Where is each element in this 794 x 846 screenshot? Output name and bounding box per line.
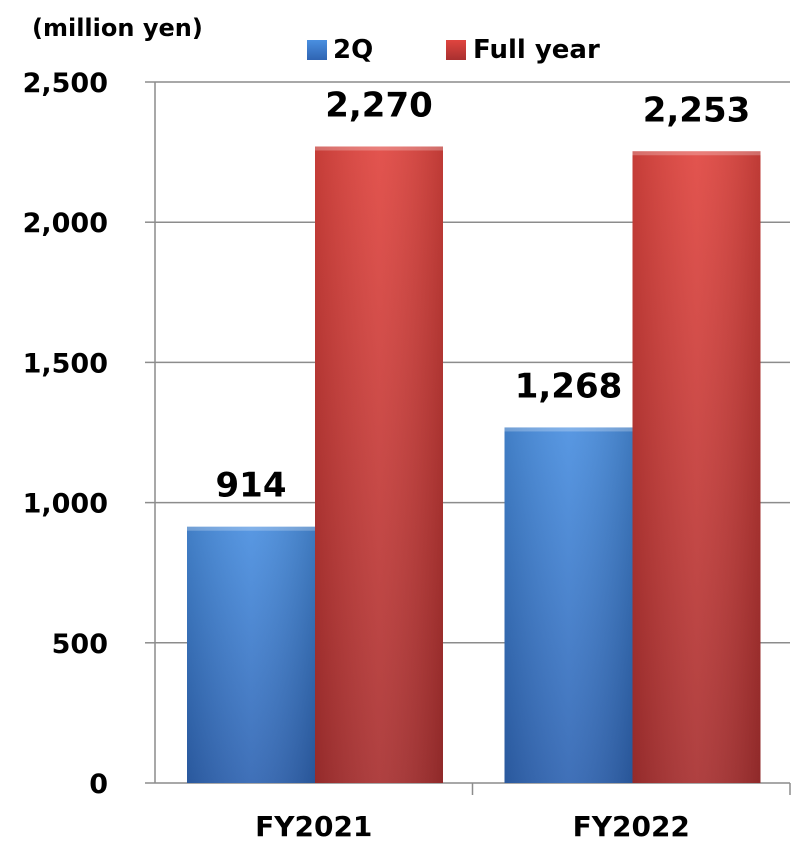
bar-shading bbox=[315, 146, 443, 783]
bar-top-highlight bbox=[187, 526, 315, 531]
y-tick-label: 2,000 bbox=[23, 208, 108, 239]
bar-top-highlight bbox=[504, 427, 633, 432]
legend: 2Q Full year bbox=[307, 35, 600, 65]
data-label: 914 bbox=[216, 466, 287, 506]
y-tick-label: 500 bbox=[52, 629, 108, 660]
y-tick-label: 2,500 bbox=[23, 68, 108, 99]
unit-label: (million yen) bbox=[32, 14, 203, 42]
x-tick-label: FY2022 bbox=[573, 810, 690, 842]
legend-label-2q: 2Q bbox=[333, 35, 373, 65]
data-label: 2,270 bbox=[325, 85, 433, 125]
bars bbox=[187, 146, 761, 784]
data-labels: 914 2,270 1,268 2,253 bbox=[216, 85, 751, 505]
y-tick-label: 1,500 bbox=[23, 348, 108, 379]
bar-top-highlight bbox=[632, 151, 761, 156]
bar-top-highlight bbox=[315, 146, 443, 151]
bar-shading bbox=[632, 151, 761, 784]
data-label: 1,268 bbox=[515, 366, 623, 406]
legend-swatch-2q bbox=[307, 40, 327, 60]
y-tick-label: 1,000 bbox=[23, 489, 108, 520]
data-label: 2,253 bbox=[643, 90, 751, 130]
y-tick-label: 0 bbox=[89, 769, 108, 800]
bar-shading bbox=[504, 427, 633, 783]
bar-shading bbox=[187, 526, 315, 783]
legend-swatch-full-year bbox=[446, 40, 466, 60]
x-tick-label: FY2021 bbox=[255, 810, 372, 842]
legend-label-full-year: Full year bbox=[473, 35, 600, 65]
